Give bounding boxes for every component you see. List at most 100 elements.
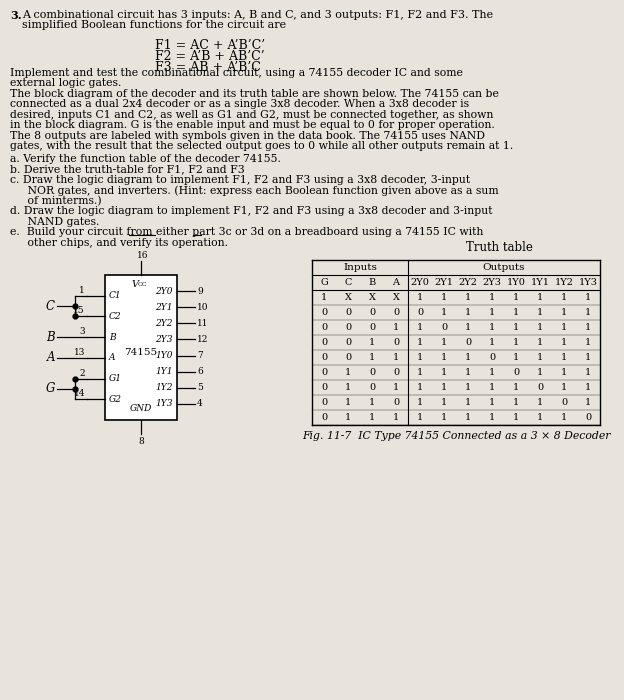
Text: 0: 0 <box>369 323 375 332</box>
Text: 1Y0: 1Y0 <box>155 351 173 360</box>
Text: G: G <box>320 278 328 287</box>
Text: 1: 1 <box>561 293 567 302</box>
Text: X: X <box>392 293 399 302</box>
Text: 1: 1 <box>441 338 447 347</box>
Text: 1Y1: 1Y1 <box>155 368 173 376</box>
Text: 1: 1 <box>489 293 495 302</box>
Text: in the block diagram. G is the enable input and must be equal to 0 for proper op: in the block diagram. G is the enable in… <box>10 120 495 130</box>
Text: A: A <box>109 354 115 363</box>
Text: desired, inputs C1 and C2, as well as G1 and G2, must be connected together, as : desired, inputs C1 and C2, as well as G1… <box>10 110 494 120</box>
Text: 1: 1 <box>561 413 567 422</box>
Text: 1Y2: 1Y2 <box>155 384 173 392</box>
Text: 0: 0 <box>561 398 567 407</box>
Text: 0: 0 <box>369 308 375 317</box>
Text: The block diagram of the decoder and its truth table are shown below. The 74155 : The block diagram of the decoder and its… <box>10 89 499 99</box>
Text: 0: 0 <box>321 398 327 407</box>
Text: 0: 0 <box>321 353 327 362</box>
Text: 1: 1 <box>465 413 471 422</box>
Text: 0: 0 <box>393 368 399 377</box>
Text: 1: 1 <box>489 398 495 407</box>
Text: 1: 1 <box>417 353 423 362</box>
Text: 1: 1 <box>537 353 543 362</box>
Text: d. Draw the logic diagram to implement F1, F2 and F3 using a 3x8 decoder and 3-i: d. Draw the logic diagram to implement F… <box>10 206 492 216</box>
Text: X: X <box>344 293 351 302</box>
Text: 1: 1 <box>465 368 471 377</box>
Text: 1: 1 <box>417 383 423 392</box>
Text: 0: 0 <box>537 383 543 392</box>
Text: CC: CC <box>138 282 147 287</box>
Text: 2Y1: 2Y1 <box>155 302 173 312</box>
Text: a. Verify the function table of the decoder 74155.: a. Verify the function table of the deco… <box>10 154 281 164</box>
Text: 1: 1 <box>513 308 519 317</box>
Text: 1: 1 <box>465 353 471 362</box>
Text: 2Y1: 2Y1 <box>434 278 454 287</box>
Text: 1: 1 <box>585 398 591 407</box>
Text: 14: 14 <box>74 389 85 398</box>
Text: 15: 15 <box>74 307 85 316</box>
Text: 3: 3 <box>79 327 85 336</box>
Text: 1: 1 <box>441 383 447 392</box>
Text: 12: 12 <box>197 335 208 344</box>
Text: 0: 0 <box>321 338 327 347</box>
Text: 0: 0 <box>393 308 399 317</box>
Text: 1: 1 <box>585 293 591 302</box>
Text: 0: 0 <box>321 308 327 317</box>
Text: 1: 1 <box>417 413 423 422</box>
Text: 1: 1 <box>441 413 447 422</box>
Text: 1: 1 <box>393 353 399 362</box>
Text: 1: 1 <box>417 293 423 302</box>
Text: 1: 1 <box>417 398 423 407</box>
Text: 0: 0 <box>321 368 327 377</box>
Text: 0: 0 <box>321 323 327 332</box>
Text: 0: 0 <box>345 353 351 362</box>
Text: 1: 1 <box>345 398 351 407</box>
Text: C2: C2 <box>109 312 122 321</box>
Text: 1: 1 <box>537 413 543 422</box>
Text: 1: 1 <box>345 413 351 422</box>
Text: 16: 16 <box>137 251 149 260</box>
Text: 1: 1 <box>585 353 591 362</box>
Text: 5: 5 <box>197 384 203 392</box>
Text: 1Y0: 1Y0 <box>507 278 525 287</box>
Text: 2Y3: 2Y3 <box>155 335 173 344</box>
Text: 1: 1 <box>369 338 375 347</box>
Text: B: B <box>368 278 376 287</box>
Text: The 8 outputs are labeled with symbols given in the data book. The 74155 uses NA: The 8 outputs are labeled with symbols g… <box>10 131 485 141</box>
Text: 1: 1 <box>465 383 471 392</box>
Text: 1: 1 <box>537 308 543 317</box>
Text: Truth table: Truth table <box>466 241 533 254</box>
Text: 1: 1 <box>79 286 85 295</box>
Text: Outputs: Outputs <box>483 263 525 272</box>
Text: 1: 1 <box>561 338 567 347</box>
Text: 1Y1: 1Y1 <box>530 278 550 287</box>
Text: 0: 0 <box>369 368 375 377</box>
Text: 1: 1 <box>465 293 471 302</box>
Text: 1: 1 <box>489 383 495 392</box>
Text: NAND gates.: NAND gates. <box>10 217 99 227</box>
Text: 1: 1 <box>585 338 591 347</box>
Text: 1: 1 <box>345 383 351 392</box>
Text: 1: 1 <box>489 338 495 347</box>
Text: 1: 1 <box>561 323 567 332</box>
Text: A: A <box>392 278 399 287</box>
Text: 1: 1 <box>369 413 375 422</box>
Text: 0: 0 <box>321 383 327 392</box>
Text: 0: 0 <box>321 413 327 422</box>
Text: 0: 0 <box>417 308 423 317</box>
Text: 1: 1 <box>369 398 375 407</box>
Text: 1: 1 <box>585 308 591 317</box>
Text: b. Derive the truth-table for F1, F2 and F3: b. Derive the truth-table for F1, F2 and… <box>10 164 245 174</box>
Text: 1: 1 <box>489 308 495 317</box>
Text: A: A <box>47 351 55 365</box>
Text: 1: 1 <box>489 368 495 377</box>
Text: gates, with the result that the selected output goes to 0 while all other output: gates, with the result that the selected… <box>10 141 514 151</box>
Text: 1: 1 <box>561 308 567 317</box>
Text: 1: 1 <box>561 353 567 362</box>
Text: 1: 1 <box>465 323 471 332</box>
Text: C: C <box>46 300 55 313</box>
Text: 1: 1 <box>537 368 543 377</box>
Text: 1: 1 <box>465 398 471 407</box>
Text: 2Y2: 2Y2 <box>459 278 477 287</box>
Text: 1: 1 <box>537 323 543 332</box>
Text: 1: 1 <box>321 293 327 302</box>
